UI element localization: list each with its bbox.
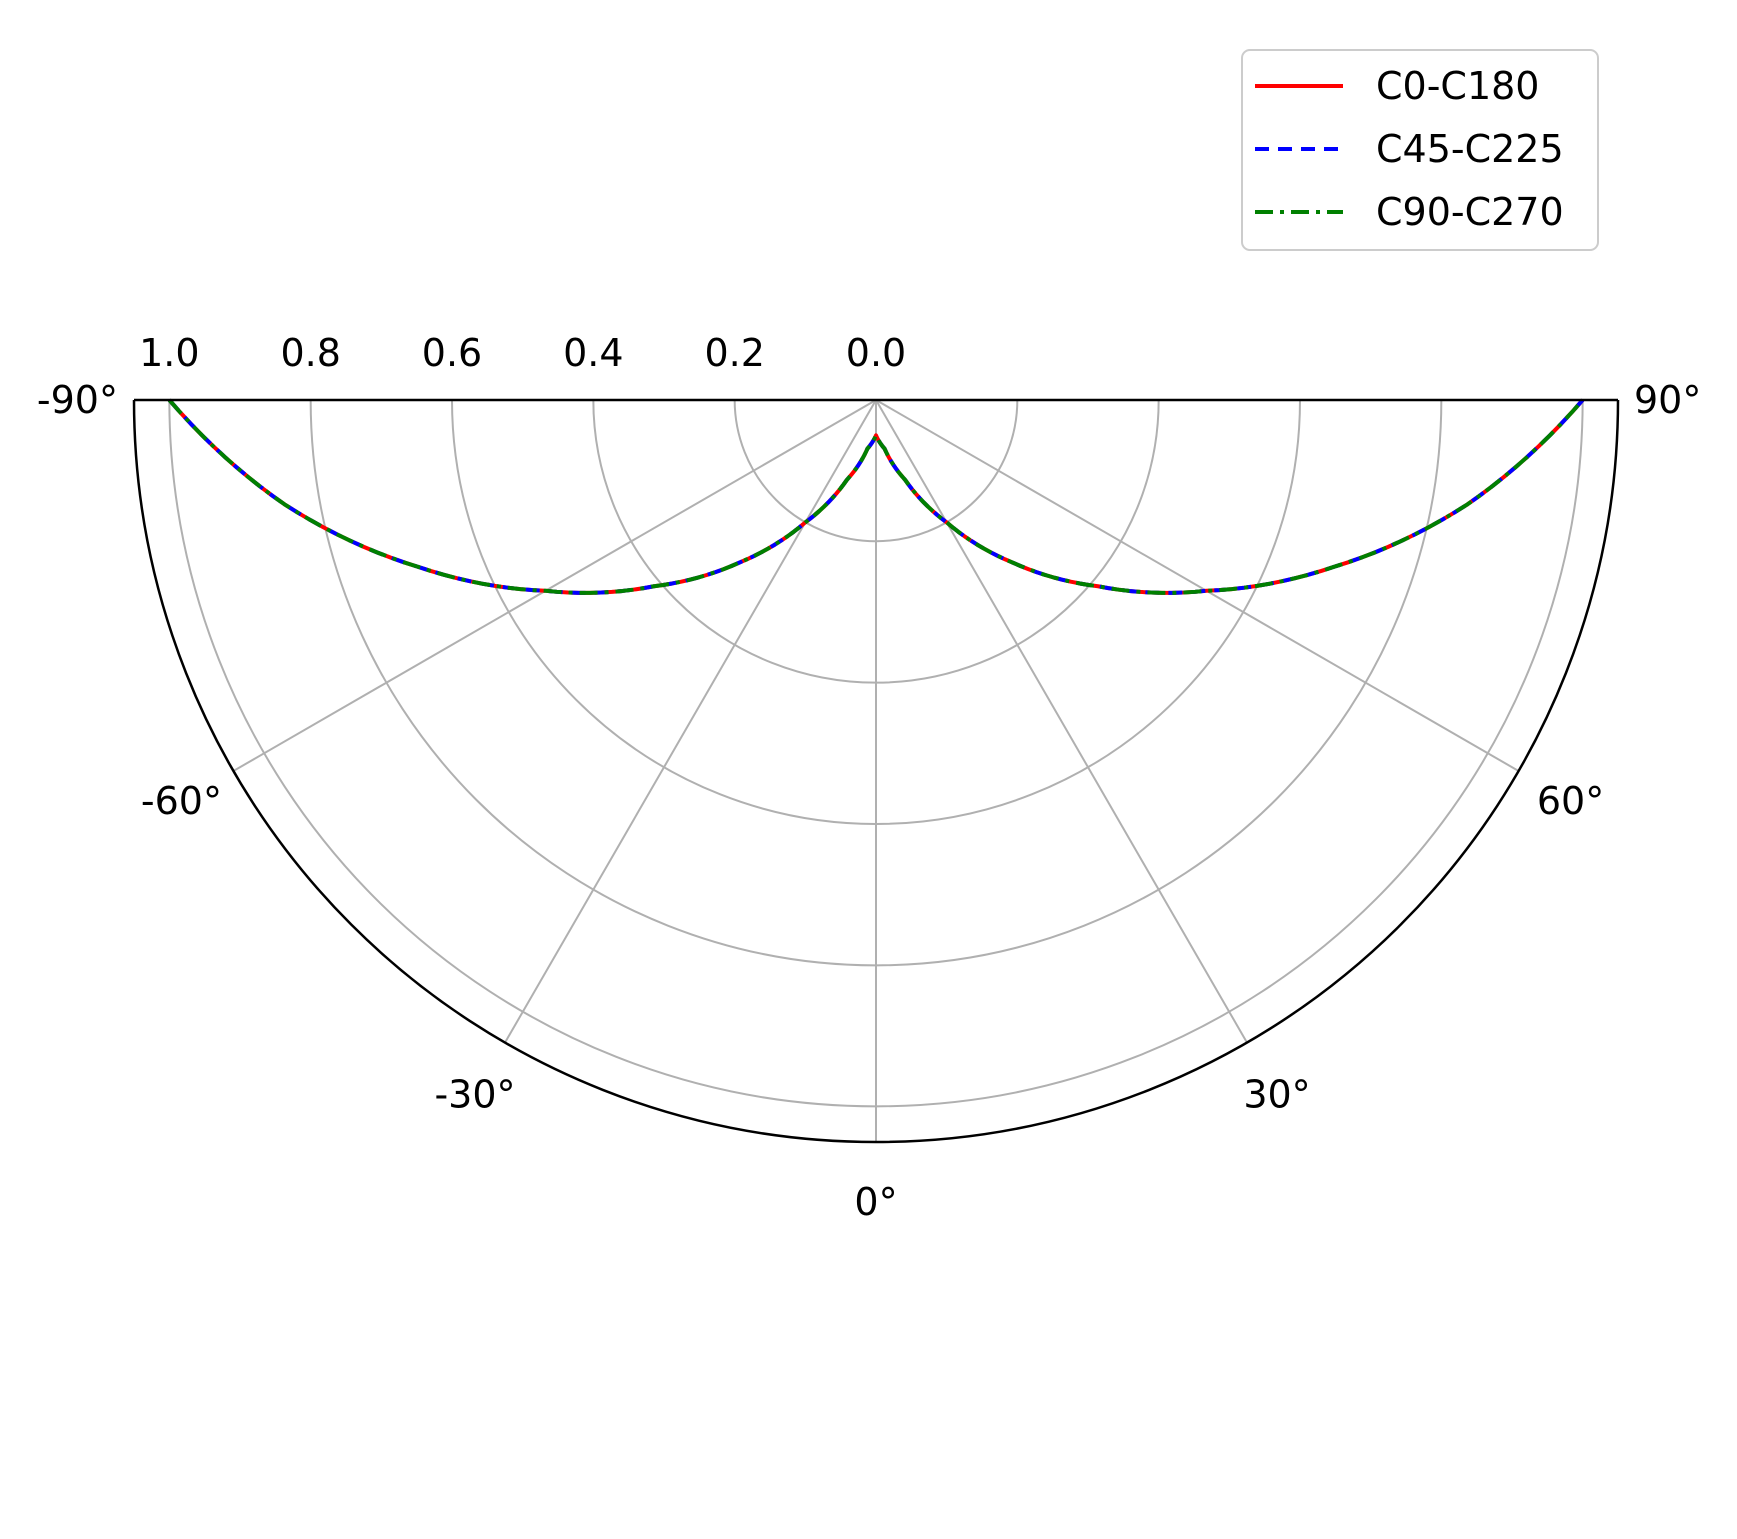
tick-label-layer: 1.0 0.8 0.6 0.4 0.2 0.0 -90° -60° -30° 0° 30° 60° 90… — [37, 331, 1701, 1224]
theta-tick-label: 60° — [1537, 779, 1604, 823]
r-tick-label: 0.6 — [422, 331, 482, 375]
series-line-c90-c270 — [167, 398, 1585, 595]
legend-label: C90-C270 — [1376, 190, 1564, 234]
theta-tick-label: 90° — [1634, 378, 1701, 422]
series-layer — [167, 398, 1585, 595]
theta-tick-label: -90° — [37, 378, 118, 422]
outer-frame-arc — [132, 399, 1620, 1144]
grid-layer — [168, 399, 1584, 1142]
r-tick-label: 0.4 — [563, 331, 623, 375]
legend-label: C45-C225 — [1376, 127, 1564, 171]
angular-gridline — [875, 399, 1248, 1044]
r-tick-label: 0.8 — [280, 331, 340, 375]
theta-tick-label: 30° — [1243, 1073, 1310, 1117]
r-tick-label: 0.2 — [704, 331, 764, 375]
r-tick-label: 1.0 — [139, 331, 199, 375]
legend-box — [1241, 49, 1599, 251]
theta-tick-label: -30° — [434, 1073, 515, 1117]
frame-layer — [132, 398, 1620, 1144]
theta-tick-label: -60° — [141, 779, 222, 823]
angular-gridline — [232, 399, 877, 772]
angular-gridline — [504, 399, 877, 1044]
theta-tick-label: 0° — [854, 1180, 897, 1224]
legend: C0-C180 C45-C225 C90-C270 — [1241, 49, 1599, 251]
legend-label: C0-C180 — [1376, 64, 1540, 108]
r-tick-label: 0.0 — [846, 331, 906, 375]
angular-gridline — [875, 399, 1520, 772]
